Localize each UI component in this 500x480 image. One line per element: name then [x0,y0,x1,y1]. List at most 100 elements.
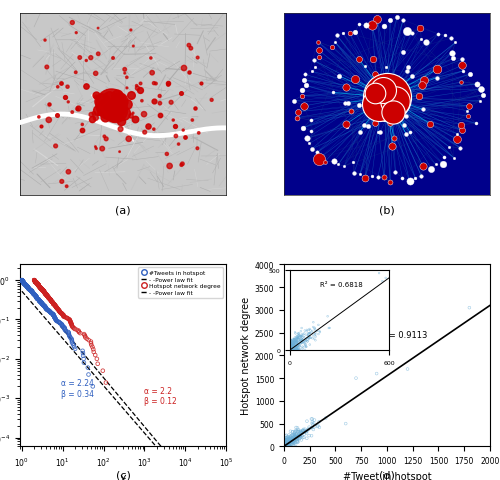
Point [302,430,310,437]
Point [33,280,41,288]
Point [38,286,46,293]
Point [49,311,57,318]
Point [286,435,294,443]
Point [26,287,34,294]
Point [298,429,306,436]
Point [39,301,47,309]
Point [283,440,291,447]
Point [40,288,48,296]
Point [64,84,72,91]
Point [34,296,42,303]
Point [283,434,291,442]
Point [288,436,296,444]
Point [32,294,40,301]
Point [286,436,294,444]
Point [32,279,40,287]
Point [328,44,336,52]
Point [282,434,290,442]
Point [40,287,48,295]
Point [34,281,42,288]
Point [294,436,302,444]
Point [286,437,294,444]
Point [30,290,38,298]
Point [36,297,44,305]
Point [296,429,304,437]
Point [22,282,30,290]
Point [36,284,44,291]
Point [32,294,40,301]
Point [18,277,26,285]
Point [284,436,292,444]
Point [46,296,54,304]
Point [342,120,350,128]
Point [32,293,40,300]
Point [48,298,56,305]
Point [280,438,288,446]
Point [32,293,40,300]
Point [301,72,309,79]
Point [41,289,49,297]
Point [34,282,42,289]
Point [44,293,52,300]
Point [53,305,61,312]
Point [290,432,298,440]
Point [402,28,410,36]
Point [292,433,300,441]
Point [45,295,53,302]
Point [20,280,28,288]
Point [295,433,303,441]
Point [292,441,300,448]
Point [40,303,48,311]
Point [187,45,195,53]
Point [90,346,98,353]
Point [36,284,44,292]
Point [26,287,34,294]
Point [20,280,28,288]
Point [34,295,42,303]
Point [286,443,294,450]
Point [44,294,52,302]
Point [283,436,291,444]
Point [280,440,288,447]
Point [20,279,28,287]
Point [138,97,146,105]
Point [282,443,290,450]
Point [18,277,26,285]
Point [35,297,43,304]
Point [20,280,28,288]
Point [28,288,36,295]
Point [34,280,42,288]
Point [288,438,296,445]
Point [60,324,68,331]
Point [37,285,45,293]
Point [19,278,27,286]
Point [134,85,141,93]
Point [52,303,60,311]
Point [102,105,110,113]
Point [64,328,72,336]
Point [284,438,292,445]
Point [297,432,305,439]
Point [18,278,26,286]
Point [36,284,44,292]
Point [66,318,74,325]
Point [25,286,33,293]
Point [33,295,41,302]
Point [28,288,36,295]
Point [26,287,34,294]
Point [306,117,314,125]
Point [38,287,46,295]
Point [40,288,48,296]
Point [32,292,40,300]
Point [76,330,84,337]
Point [298,429,306,436]
Point [32,279,40,287]
Point [282,437,290,444]
Point [47,297,55,304]
Point [20,280,28,288]
Point [50,300,58,308]
Point [82,334,90,342]
Point [46,296,54,303]
Point [34,282,42,289]
Point [441,32,449,40]
